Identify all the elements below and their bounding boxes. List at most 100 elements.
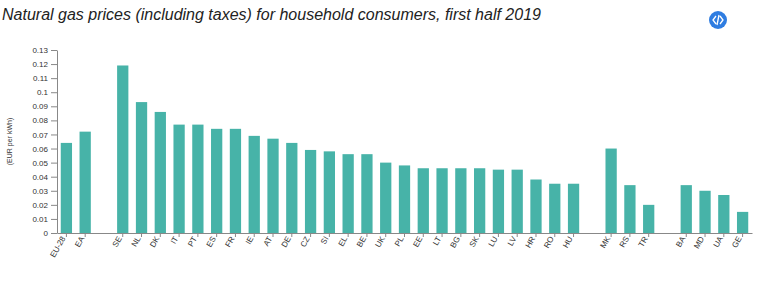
bar [305,150,316,233]
y-tick-label: 0.05 [32,159,48,168]
x-tick-mark [460,233,461,237]
y-tick-label: 0.1 [37,88,49,97]
embed-icon-glyph[interactable] [713,15,723,25]
x-tick-mark [442,233,443,237]
x-tick: EU-28 [48,233,67,259]
x-tick: CZ [299,233,312,249]
x-tick-mark [479,233,480,237]
x-tick: GE [730,233,744,249]
bar [267,139,278,233]
bar [436,168,447,233]
bar [418,168,429,233]
x-tick-label: IE [244,235,256,246]
x-tick-mark [160,233,161,237]
x-tick: PL [393,233,406,248]
y-tick: 0.13 [32,46,57,55]
y-tick-mark [51,92,57,93]
x-tick-label: LT [431,235,443,247]
x-tick-label: GE [730,235,744,250]
x-tick-label: HU [561,235,575,250]
x-tick-mark [85,233,86,237]
bar [699,191,710,233]
bar [493,170,504,233]
x-tick: AT [262,233,275,248]
x-tick: EE [411,233,424,249]
y-tick-label: 0.13 [32,46,48,55]
title: Natural gas prices (including taxes) for… [2,6,541,23]
bar [681,185,692,233]
x-tick-label: HR [524,235,538,250]
x-tick-mark [573,233,574,237]
bar [80,132,91,233]
x-tick: BA [674,233,687,249]
x-tick-label: SE [111,235,124,249]
x-tick: IT [169,233,180,246]
x-tick-mark [723,233,724,237]
x-tick-label: LU [487,235,500,249]
y-tick: 0.05 [32,159,57,168]
embed-icon[interactable] [709,11,727,29]
x-tick-label: EA [73,234,86,248]
x-tick-label: NL [130,234,143,248]
bar [192,125,203,233]
x-tick-label: IT [169,235,180,246]
x-tick-label: EE [411,235,424,249]
bar [474,168,485,233]
x-tick-mark [404,233,405,237]
y-tick-label: 0.06 [32,145,48,154]
x-tick-label: UK [374,234,388,249]
x-tick-label: RO [542,235,556,250]
y-tick-label: 0.02 [32,201,48,210]
x-tick: DE [280,233,293,249]
bar [549,184,560,233]
x-tick-label: MK [598,234,612,249]
x-tick-label: BE [355,235,368,249]
x-tick: FR [223,233,236,249]
x-tick-label: BA [674,234,687,248]
x-tick-mark [366,233,367,237]
x-tick-label: SI [319,235,331,246]
bar [512,170,523,233]
y-tick: 0.03 [32,187,57,196]
x-tick: SI [319,233,331,246]
x-tick-mark [348,233,349,237]
bar [455,168,466,233]
x-tick-mark [141,233,142,237]
y-tick: 0.06 [32,145,57,154]
x-tick-label: UA [712,234,726,249]
bar [399,165,410,233]
x-tick-label: SK [468,234,481,248]
x-tick-mark [535,233,536,237]
x-tick-label: FR [223,235,236,249]
y-tick: 0.07 [32,131,57,140]
bar [530,180,541,233]
x-tick-label: LV [506,234,519,247]
bar [173,125,184,233]
x-tick: SK [468,233,481,249]
embed-icon-bg[interactable] [709,11,727,29]
y-tick-mark [51,50,57,51]
x-tick: MK [598,233,612,250]
bar [718,195,729,233]
x-tick-mark [742,233,743,237]
y-axis-title: (EUR per kWh) [6,118,14,165]
x-tick: UK [374,233,388,249]
x-tick-mark [179,233,180,237]
x-tick: EA [73,233,86,249]
x-tick-mark [235,233,236,237]
y-tick-label: 0.03 [32,187,48,196]
x-tick-label: PL [393,234,406,247]
bar [249,136,260,233]
x-tick-mark [648,233,649,237]
x-tick: MD [692,233,706,250]
x-tick: NL [130,233,143,248]
y-axis-line [57,51,58,234]
x-tick-label: EU-28 [48,234,67,259]
x-tick: BG [448,233,462,249]
x-tick-mark [197,233,198,237]
x-tick-label: AT [262,235,275,248]
x-tick: RS [618,233,631,249]
bar [737,212,748,233]
bar [61,143,72,233]
x-tick-label: PT [186,235,199,248]
